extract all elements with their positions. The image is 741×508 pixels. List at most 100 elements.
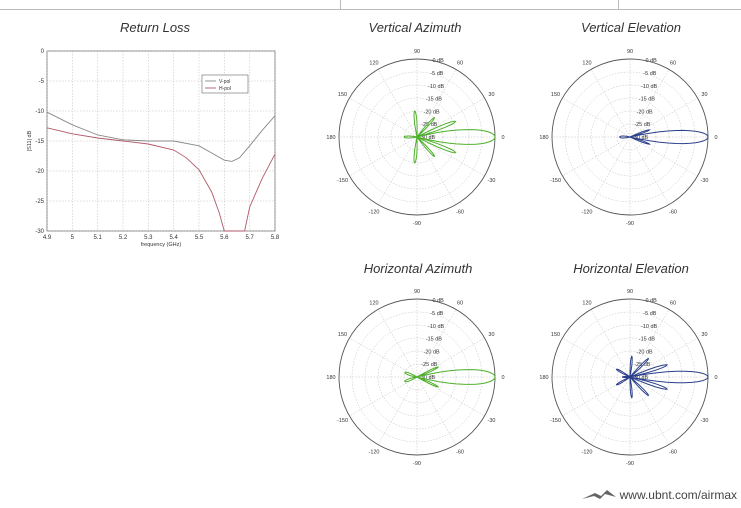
angle-label: 0 (714, 135, 717, 141)
polar-spoke (629, 97, 698, 138)
return-loss-chart: 4.9 5 5.1 5.2 5.3 5.4 5.5 5.6 5.7 5.8 0 -5 -10 -15 -20… (27, 49, 280, 248)
polar-ring (390, 350, 444, 404)
vertical-elevation-chart: 0 dB -5 dB -10 dB -15 dB -20 dB -25 dB -30 dB 0… (539, 49, 717, 227)
ring-label: -10 dB (428, 324, 445, 330)
angle-label: -30 (701, 178, 709, 184)
polar-ring (564, 311, 696, 443)
y-tick-label: -10 (35, 109, 44, 115)
angle-label: -30 (488, 418, 496, 424)
angle-label: 30 (488, 332, 494, 338)
angle-label: -90 (413, 461, 421, 467)
angle-label: -150 (550, 418, 561, 424)
ring-label: 0 dB (646, 58, 658, 64)
x-axis-label: frequency (GHz) (141, 242, 182, 248)
polar-spoke (590, 69, 631, 138)
angle-label: 60 (457, 301, 463, 307)
angle-label: -30 (701, 418, 709, 424)
angle-label: 90 (627, 49, 633, 55)
polar-spoke (377, 309, 418, 378)
y-tick-label: 0 (41, 49, 45, 55)
angle-label: 60 (670, 301, 676, 307)
polar-ring (351, 311, 483, 443)
series-line-h-pol (46, 127, 276, 232)
y-tick-label: -20 (35, 169, 44, 175)
radiation-pattern (404, 366, 496, 388)
footer: www.ubnt.com/airmax (581, 488, 737, 502)
polar-spoke (416, 309, 457, 378)
angle-label: 0 (501, 135, 504, 141)
polar-spoke (629, 309, 670, 378)
ring-label: -20 dB (637, 109, 654, 115)
angle-label: -120 (368, 449, 379, 455)
x-tick-label: 5.2 (119, 235, 128, 241)
polar-spoke (416, 136, 485, 177)
angle-label: 90 (414, 289, 420, 295)
radiation-pattern (403, 110, 496, 164)
x-tick-label: 4.9 (43, 235, 52, 241)
ring-label: -30 dB (632, 375, 649, 381)
ring-label: -10 dB (428, 84, 445, 90)
angle-label: 150 (338, 92, 347, 98)
ring-label: -25 dB (634, 122, 651, 128)
polar-spoke (629, 376, 698, 417)
angle-label: 180 (539, 135, 548, 141)
angle-label: -60 (456, 449, 464, 455)
angle-label: 30 (701, 92, 707, 98)
polar-spoke (590, 309, 631, 378)
ubiquiti-logo-icon (581, 490, 616, 499)
y-tick-label: -5 (39, 79, 45, 85)
ring-label: -15 dB (639, 337, 656, 343)
polar-spoke (416, 97, 485, 138)
ring-label: 0 dB (433, 298, 445, 304)
angle-label: -120 (581, 449, 592, 455)
angle-label: 150 (551, 92, 560, 98)
radiation-pattern (615, 355, 709, 399)
polar-ring (603, 350, 657, 404)
ring-label: -30 dB (632, 135, 649, 141)
polar-ring (390, 110, 444, 164)
ring-label: -20 dB (424, 109, 441, 115)
x-tick-label: 5 (71, 235, 75, 241)
polar-spoke (629, 136, 670, 205)
divider-tick (340, 0, 341, 9)
y-axis-label: |S11| dB (27, 130, 33, 151)
ring-label: -5 dB (643, 311, 656, 317)
angle-label: -90 (626, 221, 634, 227)
ring-label: -10 dB (641, 324, 658, 330)
footer-url: www.ubnt.com/airmax (619, 488, 737, 502)
ring-label: -10 dB (641, 84, 658, 90)
ring-label: -20 dB (637, 349, 654, 355)
angle-label: 180 (539, 375, 548, 381)
ring-label: -30 dB (419, 375, 436, 381)
ring-label: 0 dB (433, 58, 445, 64)
angle-label: 90 (627, 289, 633, 295)
ring-label: -30 dB (419, 135, 436, 141)
polar-spoke (377, 376, 418, 445)
ring-label: -25 dB (421, 362, 438, 368)
polar-ring (564, 71, 696, 203)
ring-label: -5 dB (430, 311, 443, 317)
angle-label: -60 (669, 209, 677, 215)
ring-label: 0 dB (646, 298, 658, 304)
angle-label: -120 (581, 209, 592, 215)
polar-spoke (629, 69, 670, 138)
ring-label: -15 dB (426, 97, 443, 103)
angle-label: 120 (582, 301, 591, 307)
angle-label: -150 (337, 418, 348, 424)
angle-label: 150 (551, 332, 560, 338)
legend-label: V-pol (219, 79, 230, 85)
angle-label: 60 (670, 61, 676, 67)
polar-spoke (416, 136, 457, 205)
polar-spoke (629, 337, 698, 378)
polar-ring (603, 110, 657, 164)
ring-label: -15 dB (426, 337, 443, 343)
angle-label: 30 (701, 332, 707, 338)
polar-spoke (416, 376, 457, 445)
ring-label: -20 dB (424, 349, 441, 355)
ring-label: -5 dB (643, 71, 656, 77)
y-tick-label: -30 (35, 229, 44, 235)
vertical-azimuth-title: Vertical Azimuth (368, 20, 462, 35)
polar-spoke (349, 337, 418, 378)
divider-tick (618, 0, 619, 9)
polar-spoke (377, 69, 418, 138)
